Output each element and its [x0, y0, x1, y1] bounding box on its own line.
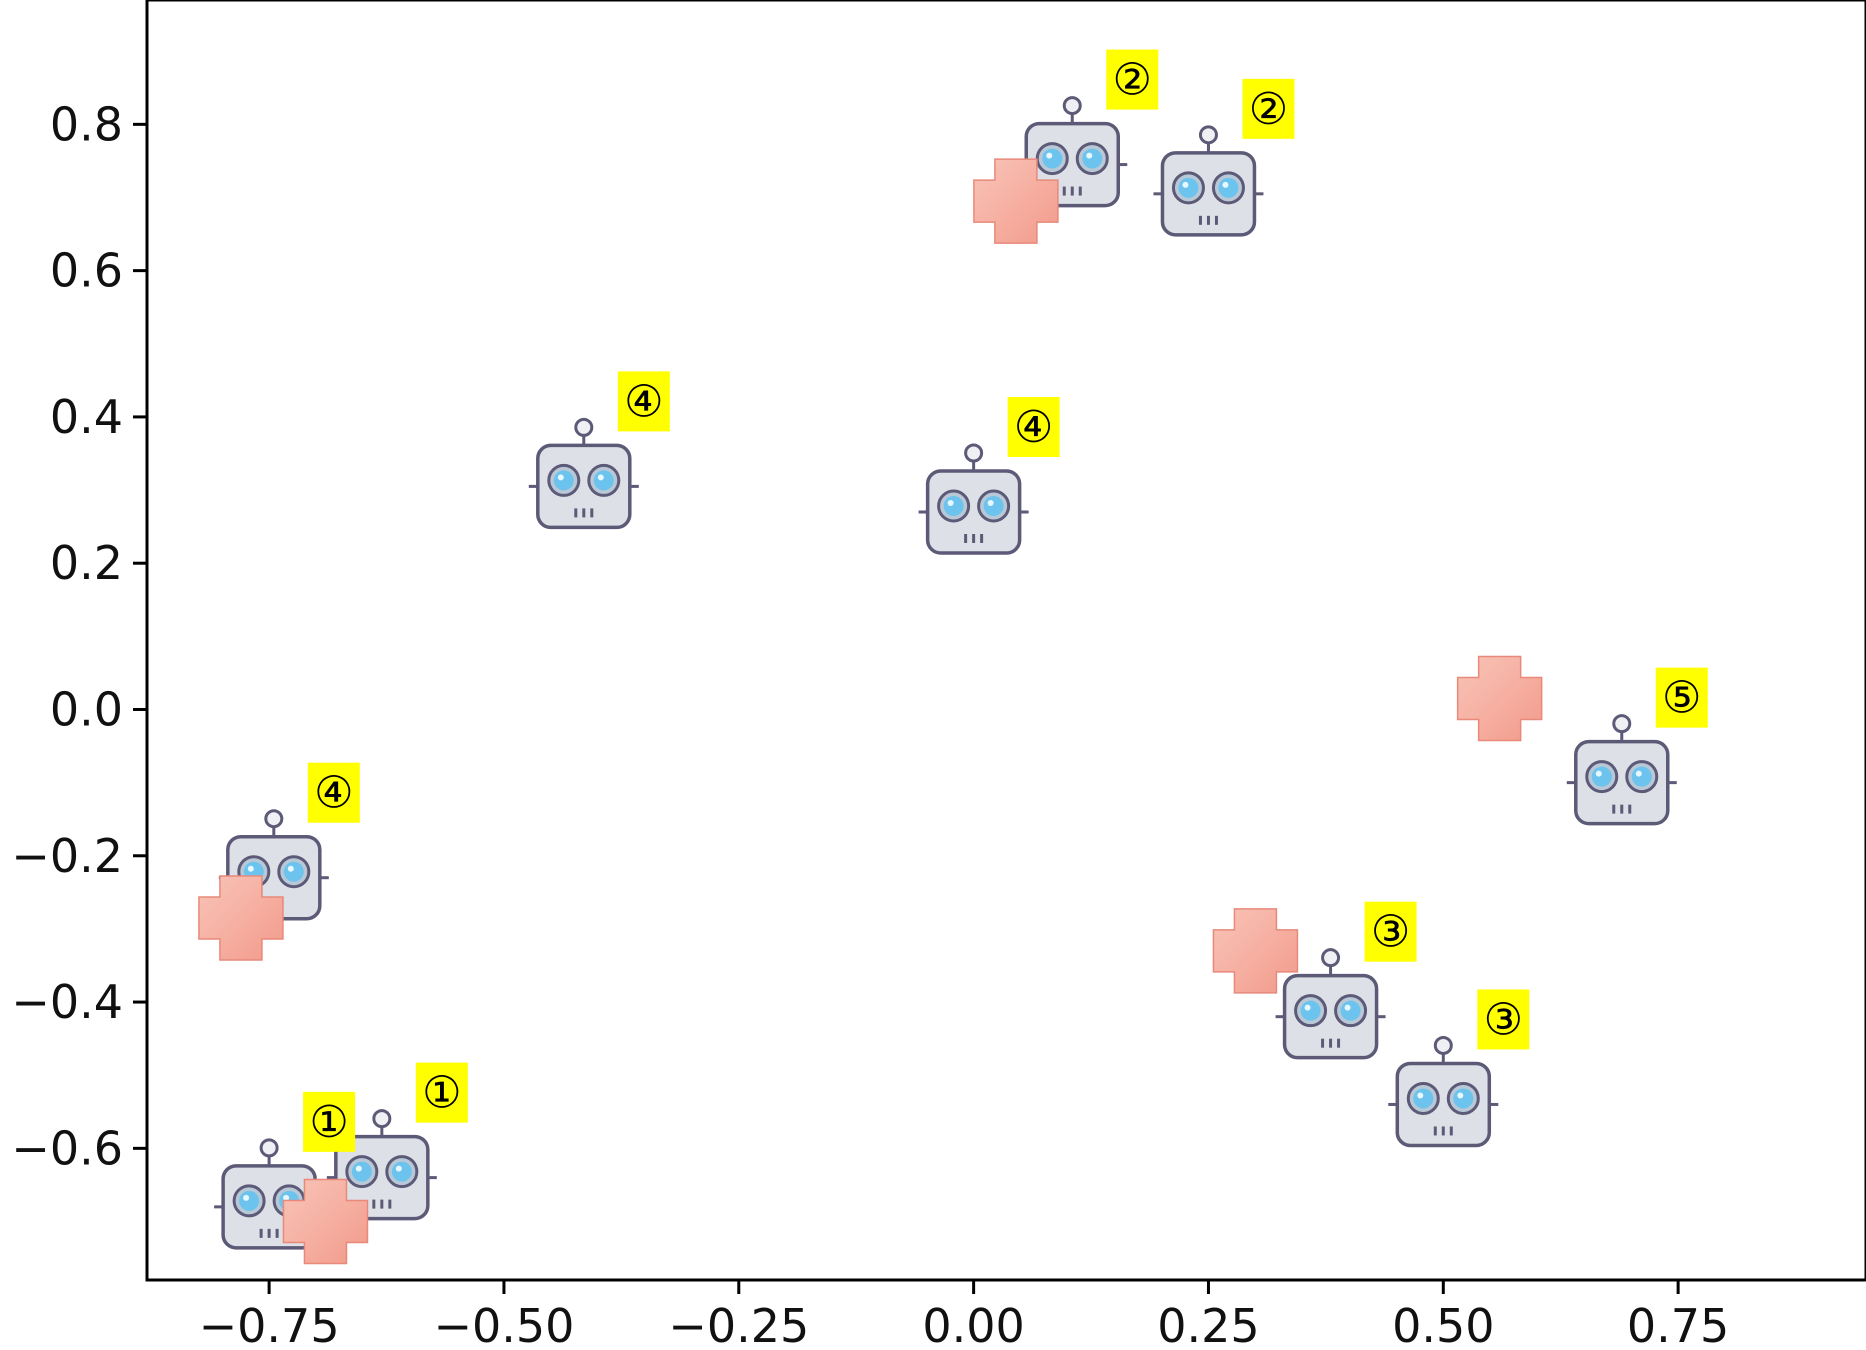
point-label: ⑤ — [1662, 673, 1701, 724]
x-tick-label: −0.25 — [668, 1299, 809, 1350]
point-label-badge: ① — [415, 1062, 468, 1123]
point-label-badge: ④ — [617, 371, 670, 432]
robot-icon — [1153, 125, 1264, 237]
point-label-badge: ② — [1106, 49, 1159, 110]
plus-icon — [1212, 908, 1299, 994]
point-label: ③ — [1371, 907, 1410, 958]
point-label: ① — [309, 1097, 348, 1148]
x-tick-label: −0.50 — [433, 1299, 574, 1350]
point-label-badge: ③ — [1364, 901, 1417, 962]
point-label-badge: ① — [303, 1091, 356, 1152]
plus-icon — [1456, 655, 1543, 742]
point-label: ③ — [1484, 994, 1523, 1045]
y-axis: 0.8 0.6 0.4 0.2 0.0 −0.2 −0.4 −0.6 — [11, 97, 147, 1175]
robot-icon — [326, 1109, 437, 1221]
x-axis: −0.75 −0.50 −0.25 0.00 0.25 0.50 0.75 — [199, 1280, 1729, 1350]
plus-icon — [973, 158, 1059, 244]
point-label-badge: ② — [1242, 78, 1295, 139]
y-tick-label: 0.0 — [50, 682, 123, 736]
y-tick-label: −0.2 — [11, 829, 123, 883]
y-tick-label: 0.2 — [50, 536, 123, 590]
y-tick-label: 0.6 — [50, 244, 123, 298]
plus-icon — [282, 1178, 369, 1265]
point-label: ② — [1249, 84, 1288, 135]
point-label-badge: ④ — [307, 762, 360, 823]
markers: ① ① ② ② ③ ③ ④ ④ ④ ⑤ — [198, 49, 1708, 1265]
x-tick-label: −0.75 — [199, 1299, 340, 1350]
robot-icon — [1388, 1035, 1499, 1148]
point-label-badge: ⑤ — [1655, 667, 1708, 728]
point-label: ② — [1113, 55, 1152, 106]
x-tick-label: 0.50 — [1392, 1299, 1494, 1350]
point-label-badge: ③ — [1477, 989, 1530, 1050]
plus-icon — [198, 875, 284, 961]
y-tick-label: −0.4 — [11, 975, 123, 1029]
y-tick-label: 0.8 — [50, 97, 123, 151]
y-tick-label: 0.4 — [50, 390, 123, 444]
robot-icon — [528, 417, 639, 530]
x-tick-label: 0.00 — [922, 1299, 1024, 1350]
point-label: ④ — [314, 768, 353, 819]
x-tick-label: 0.25 — [1157, 1299, 1259, 1350]
y-tick-label: −0.6 — [11, 1121, 123, 1175]
x-tick-label: 0.75 — [1627, 1299, 1729, 1350]
robot-icon — [1566, 714, 1677, 826]
robot-icon — [1275, 948, 1386, 1060]
point-label: ① — [422, 1068, 461, 1119]
point-label: ④ — [624, 376, 663, 427]
point-label: ④ — [1014, 402, 1053, 453]
point-label-badge: ④ — [1007, 397, 1060, 457]
robot-icon — [918, 443, 1029, 555]
